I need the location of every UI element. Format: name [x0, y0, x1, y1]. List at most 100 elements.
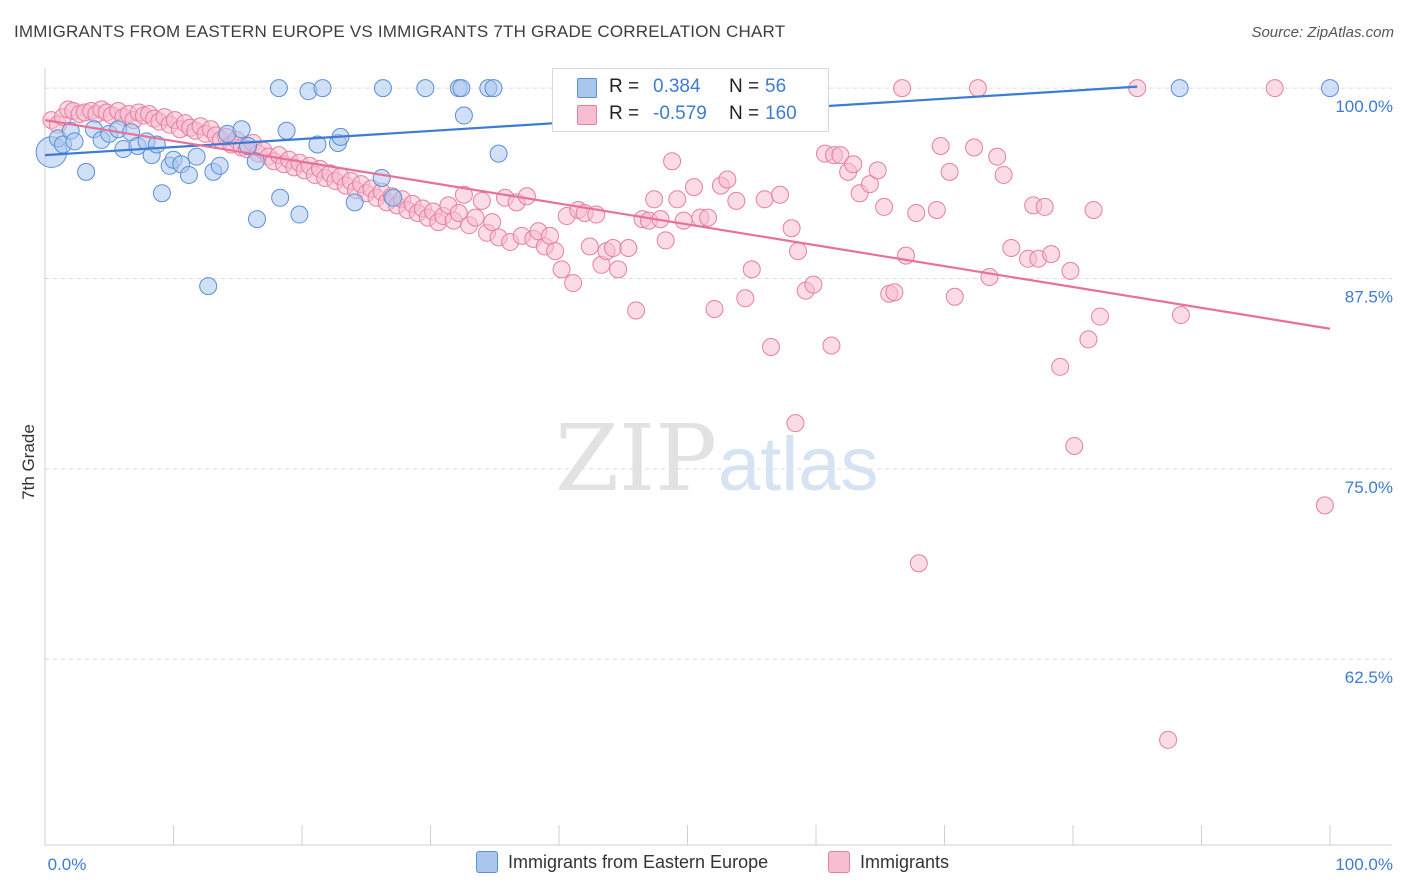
stats-r-label: R =	[609, 103, 640, 124]
point-eastern-europe	[179, 165, 198, 184]
stats-row-immigrants: R = -0.579 N = 160	[553, 99, 828, 129]
tick-labels: 100.0% 87.5% 75.0% 62.5% 0.0% 100.0%	[48, 97, 1393, 874]
point-immigrants	[483, 213, 502, 232]
point-eastern-europe	[232, 120, 251, 139]
point-immigrants	[804, 275, 823, 294]
point-eastern-europe	[269, 79, 288, 98]
stats-row-eastern-europe: R = 0.384 N = 56	[553, 72, 828, 102]
point-eastern-europe	[308, 135, 327, 154]
point-eastern-europe	[152, 184, 171, 203]
point-immigrants	[844, 155, 863, 174]
trend-line-immigrants	[44, 119, 1331, 330]
point-eastern-europe	[77, 162, 96, 181]
point-eastern-europe	[199, 277, 218, 296]
stats-n-label: N =	[729, 103, 760, 124]
point-immigrants	[699, 208, 718, 227]
point-immigrants	[627, 301, 646, 320]
point-immigrants	[1035, 197, 1054, 216]
legend-swatch-immigrants	[828, 851, 850, 873]
point-immigrants	[736, 289, 755, 308]
stats-n-label: N =	[729, 76, 760, 97]
stats-r-label: R =	[609, 76, 640, 97]
point-immigrants	[1090, 307, 1109, 326]
point-immigrants	[656, 231, 675, 250]
point-immigrants	[786, 414, 805, 433]
point-immigrants	[927, 200, 946, 219]
legend-item-eastern-europe[interactable]: Immigrants from Eastern Europe	[476, 851, 768, 873]
point-immigrants	[1128, 79, 1147, 98]
y-axis-label: 7th Grade	[19, 424, 38, 500]
point-eastern-europe	[454, 106, 473, 125]
point-immigrants	[1079, 330, 1098, 349]
watermark: ZIP atlas	[555, 405, 879, 512]
point-eastern-europe	[452, 79, 471, 98]
point-eastern-europe	[484, 79, 503, 98]
x-tick-label: 0.0%	[48, 855, 87, 874]
point-immigrants	[868, 161, 887, 180]
point-eastern-europe	[271, 188, 290, 207]
point-immigrants	[1051, 357, 1070, 376]
point-immigrants	[1042, 245, 1061, 264]
point-immigrants	[831, 146, 850, 165]
point-eastern-europe	[384, 188, 403, 207]
point-immigrants	[1002, 239, 1021, 258]
point-immigrants	[674, 211, 693, 230]
point-immigrants	[1061, 261, 1080, 280]
legend-item-immigrants[interactable]: Immigrants	[828, 851, 949, 873]
chart-source: Source: ZipAtlas.com	[1251, 24, 1394, 41]
stats-n-value: 56	[765, 76, 787, 97]
point-immigrants	[1084, 200, 1103, 219]
legend-label-immigrants: Immigrants	[860, 851, 950, 872]
point-eastern-europe	[1170, 79, 1189, 98]
point-immigrants	[517, 187, 536, 206]
point-immigrants	[449, 204, 468, 223]
point-immigrants	[541, 226, 560, 245]
point-eastern-europe	[489, 144, 508, 163]
series-eastern-europe-points	[35, 79, 1339, 296]
point-eastern-europe	[277, 121, 296, 140]
point-immigrants	[663, 152, 682, 171]
point-immigrants	[771, 185, 790, 204]
point-immigrants	[1065, 437, 1084, 456]
point-immigrants	[994, 165, 1013, 184]
point-immigrants	[727, 191, 746, 210]
point-immigrants	[782, 219, 801, 238]
point-immigrants	[619, 239, 638, 258]
point-immigrants	[885, 283, 904, 302]
point-immigrants	[580, 237, 599, 256]
point-eastern-europe	[372, 168, 391, 187]
point-immigrants	[822, 336, 841, 355]
point-immigrants	[742, 260, 761, 279]
stats-box: R = 0.384 N = 56 R = -0.579 N = 160	[552, 68, 829, 132]
stats-swatch-eastern-europe	[577, 78, 597, 98]
point-eastern-europe	[345, 193, 364, 212]
stats-r-value: -0.579	[653, 103, 707, 124]
y-tick-label: 62.5%	[1345, 668, 1393, 687]
grid-lines	[45, 87, 1392, 660]
point-eastern-europe	[373, 79, 392, 98]
point-immigrants	[909, 554, 928, 573]
point-immigrants	[860, 175, 879, 194]
point-immigrants	[755, 190, 774, 209]
point-immigrants	[968, 79, 987, 98]
point-eastern-europe	[65, 132, 84, 151]
stats-n-value: 160	[765, 103, 797, 124]
point-eastern-europe	[248, 210, 267, 229]
point-immigrants	[546, 242, 565, 261]
point-immigrants	[718, 170, 737, 189]
point-immigrants	[645, 190, 664, 209]
point-immigrants	[940, 162, 959, 181]
point-immigrants	[931, 137, 950, 156]
point-immigrants	[875, 197, 894, 216]
legend-swatch-eastern-europe	[476, 851, 498, 873]
watermark-atlas: atlas	[718, 422, 879, 507]
point-immigrants	[552, 260, 571, 279]
point-immigrants	[945, 287, 964, 306]
point-immigrants	[965, 138, 984, 157]
stats-swatch-immigrants	[577, 105, 597, 125]
point-eastern-europe	[416, 79, 435, 98]
point-eastern-europe	[290, 205, 309, 224]
point-immigrants	[472, 191, 491, 210]
point-immigrants	[907, 204, 926, 223]
point-immigrants	[893, 79, 912, 98]
